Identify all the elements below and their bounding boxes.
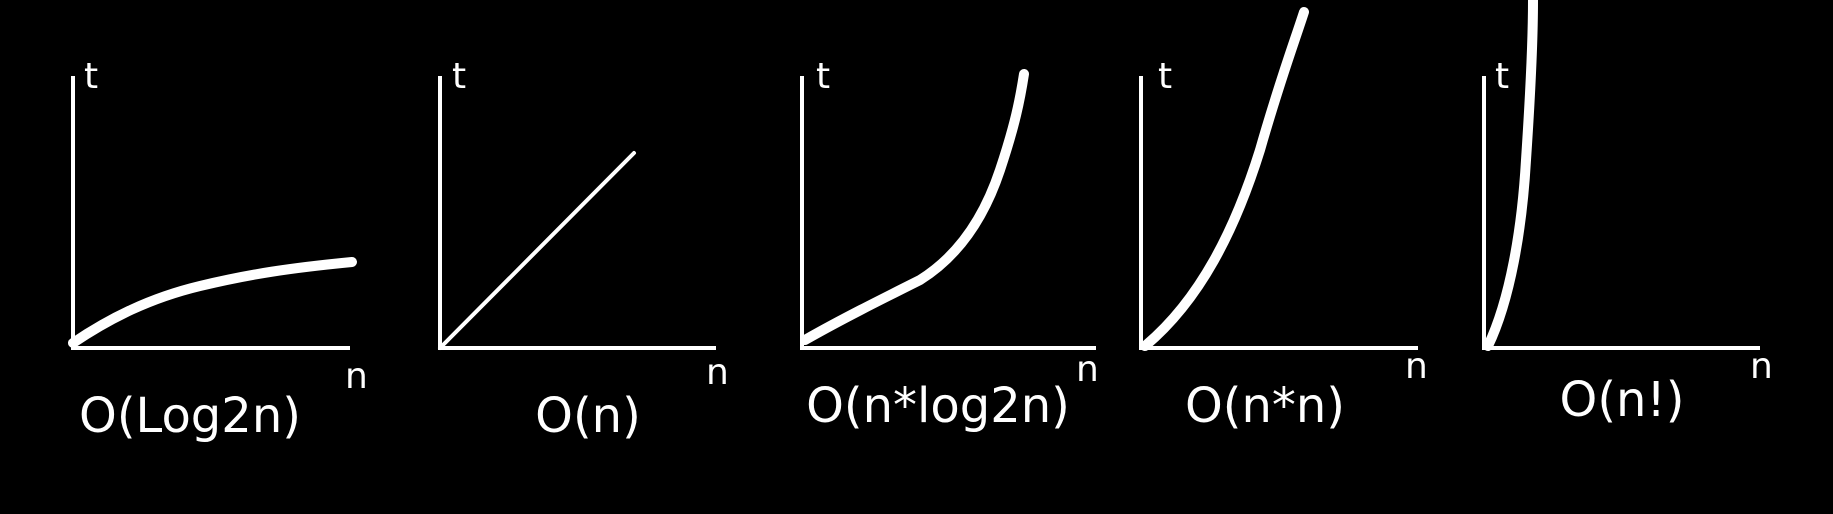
y-axis-label: t xyxy=(1495,56,1509,97)
nlogn-curve xyxy=(800,69,1029,345)
y-axis-label: t xyxy=(84,56,98,97)
graph-n: t n O(n) xyxy=(438,56,729,444)
x-axis-label: n xyxy=(1405,346,1428,387)
x-axis-label: n xyxy=(345,356,368,397)
factorial-curve xyxy=(1483,0,1538,351)
graph-caption: O(Log2n) xyxy=(79,388,301,444)
linear-curve xyxy=(438,151,636,350)
graph-caption: O(n*log2n) xyxy=(806,378,1070,434)
graph-caption: O(n*n) xyxy=(1185,378,1345,434)
graph-nlog2n: t n O(n*log2n) xyxy=(800,56,1099,434)
graph-n-factorial: t n O(n!) xyxy=(1482,0,1773,428)
graph-log2n: t n O(Log2n) xyxy=(68,56,368,444)
log-curve xyxy=(68,257,357,348)
x-axis-label: n xyxy=(706,352,729,393)
y-axis-label: t xyxy=(452,56,466,97)
graph-caption: O(n!) xyxy=(1560,372,1685,428)
quadratic-curve xyxy=(1140,7,1309,351)
x-axis-label: n xyxy=(1076,349,1099,390)
x-axis-label: n xyxy=(1750,346,1773,387)
y-axis-label: t xyxy=(816,56,830,97)
graph-n-squared: t n O(n*n) xyxy=(1139,7,1428,434)
graph-caption: O(n) xyxy=(535,388,641,444)
y-axis-label: t xyxy=(1158,56,1172,97)
